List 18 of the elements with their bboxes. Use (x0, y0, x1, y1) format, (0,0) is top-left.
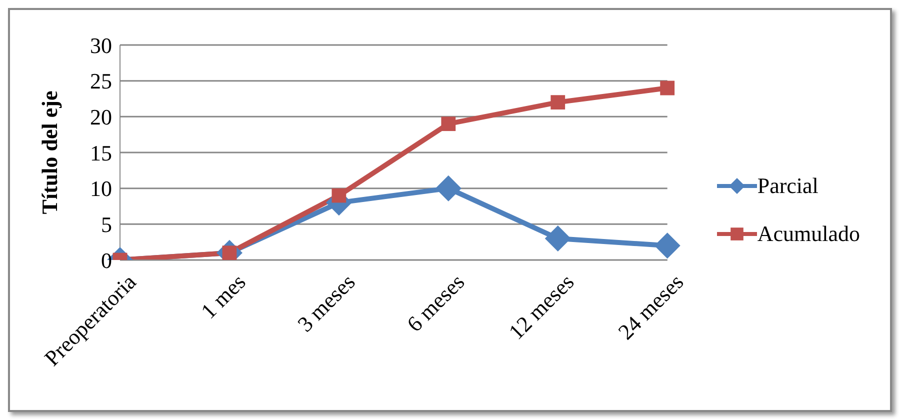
point (332, 188, 346, 203)
point (544, 226, 571, 252)
y-tick-label: 15 (90, 140, 112, 166)
y-tick-label: 10 (90, 176, 112, 202)
y-axis-title: Título del eje (36, 90, 62, 214)
point (550, 95, 566, 110)
legend-label: Acumulado (757, 221, 860, 247)
point (660, 80, 675, 96)
point (435, 175, 462, 202)
x-tick-label: 1 mes (196, 269, 250, 324)
y-tick-label: 0 (101, 248, 112, 273)
legend-label: Parcial (757, 173, 818, 199)
y-tick-label: 20 (90, 104, 112, 130)
y-tick-label: 25 (90, 68, 112, 94)
y-tick-label: 30 (90, 32, 112, 58)
point (654, 232, 680, 259)
point (441, 116, 456, 132)
y-tick-label: 5 (101, 212, 112, 237)
